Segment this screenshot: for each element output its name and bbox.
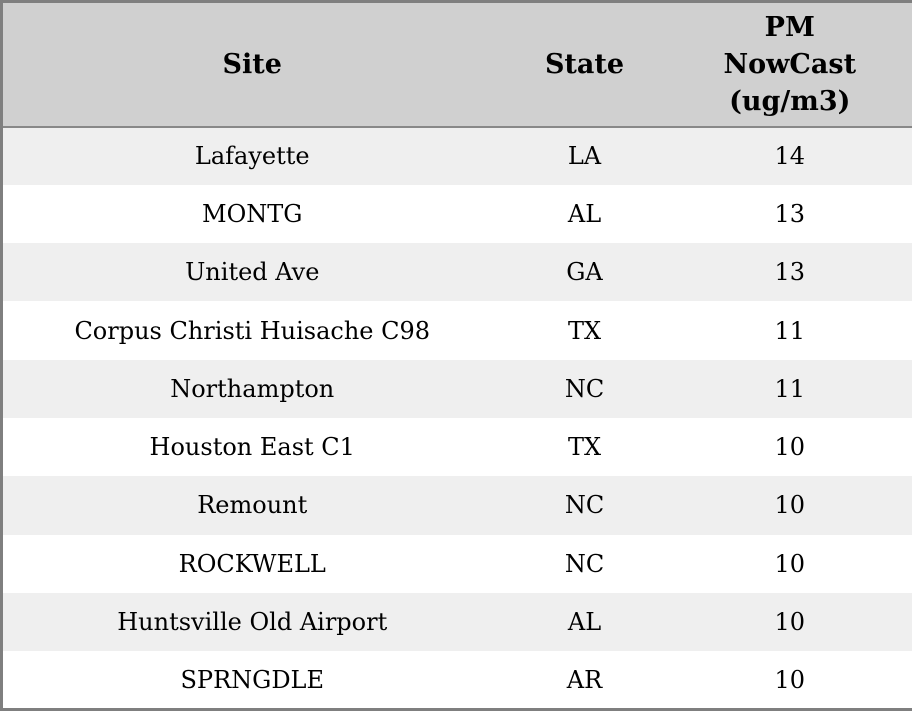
column-header-pm-nowcast: PM NowCast (ug/m3) bbox=[668, 2, 912, 127]
pm-nowcast-cell: 10 bbox=[774, 665, 806, 694]
state-cell: GA bbox=[566, 258, 603, 287]
table-row: United Ave GA 13 bbox=[1, 243, 912, 302]
pm-nowcast-cell: 10 bbox=[774, 491, 806, 520]
pm-nowcast-cell: 11 bbox=[774, 316, 806, 345]
pm-nowcast-cell: 11 bbox=[774, 374, 806, 403]
state-cell: NC bbox=[564, 491, 605, 520]
column-header-site: Site bbox=[222, 48, 282, 80]
state-cell: AL bbox=[567, 199, 602, 228]
table-row: ROCKWELL NC 10 bbox=[1, 534, 912, 593]
table-body: Lafayette LA 14 MONTG AL 13 United Ave G… bbox=[1, 126, 912, 710]
header-row: Site State PM NowCast (ug/m3) bbox=[1, 1, 912, 127]
table-row: Houston East C1 TX 10 bbox=[1, 417, 912, 477]
table-row: Remount NC 10 bbox=[1, 476, 912, 535]
state-cell: TX bbox=[567, 433, 602, 462]
state-cell: LA bbox=[567, 142, 602, 171]
site-cell: Northampton bbox=[170, 374, 335, 403]
table-row: MONTG AL 13 bbox=[1, 184, 912, 244]
table-row: Huntsville Old Airport AL 10 bbox=[1, 592, 912, 652]
table-row: SPRNGDLE AR 10 bbox=[1, 651, 912, 710]
state-cell: NC bbox=[564, 549, 605, 578]
pm-nowcast-cell: 10 bbox=[774, 608, 806, 637]
pm-nowcast-cell: 10 bbox=[774, 433, 806, 462]
site-cell: Corpus Christi Huisache C98 bbox=[74, 316, 431, 345]
state-cell: AL bbox=[567, 608, 602, 637]
site-cell: MONTG bbox=[202, 199, 303, 228]
pm-nowcast-cell: 13 bbox=[774, 199, 806, 228]
table-row: Lafayette LA 14 bbox=[1, 126, 912, 185]
pm-nowcast-cell: 14 bbox=[774, 142, 806, 171]
site-cell: SPRNGDLE bbox=[180, 665, 325, 694]
column-header-state: State bbox=[544, 48, 625, 80]
state-cell: TX bbox=[567, 316, 602, 345]
table-header: Site State PM NowCast (ug/m3) bbox=[1, 1, 912, 127]
site-cell: United Ave bbox=[185, 258, 320, 287]
table-row: Corpus Christi Huisache C98 TX 11 bbox=[1, 301, 912, 360]
state-cell: NC bbox=[564, 374, 605, 403]
pm-nowcast-cell: 13 bbox=[774, 258, 806, 287]
site-cell: Remount bbox=[197, 491, 308, 520]
state-cell: AR bbox=[566, 665, 603, 694]
site-cell: Huntsville Old Airport bbox=[117, 608, 388, 637]
pm-nowcast-cell: 10 bbox=[774, 549, 806, 578]
table-row: Northampton NC 11 bbox=[1, 359, 912, 418]
site-cell: Houston East C1 bbox=[149, 433, 355, 462]
site-cell: Lafayette bbox=[194, 142, 310, 171]
column-header-pm-nowcast-label: PM NowCast (ug/m3) bbox=[723, 11, 857, 117]
site-cell: ROCKWELL bbox=[178, 549, 326, 578]
